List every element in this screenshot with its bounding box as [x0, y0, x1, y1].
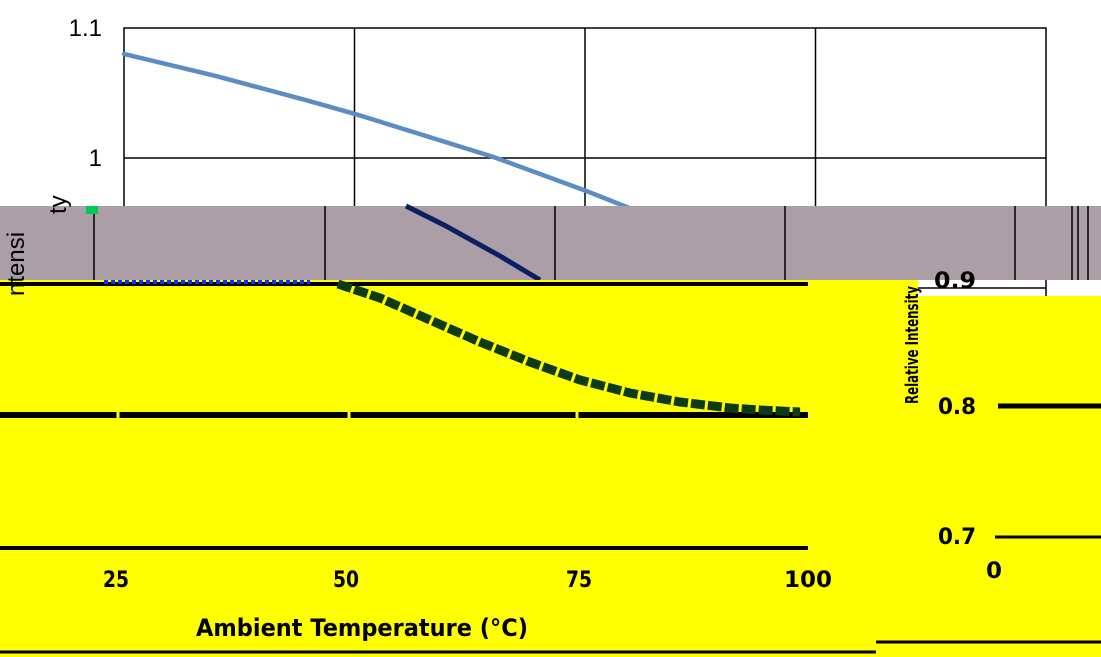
x-tick-label: 75: [566, 568, 592, 593]
y-axis-title-fragment: ty: [45, 195, 72, 214]
x-tick-label: 0: [986, 559, 1002, 584]
x-axis-title: Ambient Temperature (°C): [196, 614, 528, 642]
band-series-segment: [404, 203, 542, 283]
y-tick-label: 0.8: [938, 395, 976, 420]
y-tick-labels: 1.11: [69, 15, 102, 172]
yellow-fill-bottom: [0, 556, 876, 657]
y-tick-label: 1.1: [69, 15, 102, 42]
y-tick-label: 0.9: [934, 269, 976, 294]
yellow-fill: [0, 280, 1101, 657]
y-tick-label: 1: [89, 145, 102, 172]
x-tick-label: 50: [333, 568, 359, 593]
overlay-series-line: [336, 279, 801, 417]
x-tick-label: 100: [784, 568, 832, 593]
corrupted-overlay: [0, 279, 1101, 657]
artifact-marker: [86, 206, 98, 214]
y-axis-title-fragment: ntensi: [3, 232, 30, 296]
corrupted-band: [0, 203, 1101, 283]
y-axis-title-glitch: Relative Intensity: [902, 286, 923, 404]
band-fill: [0, 206, 1101, 280]
x-tick-label: 25: [103, 568, 129, 593]
y-tick-label: 0.7: [938, 525, 976, 550]
